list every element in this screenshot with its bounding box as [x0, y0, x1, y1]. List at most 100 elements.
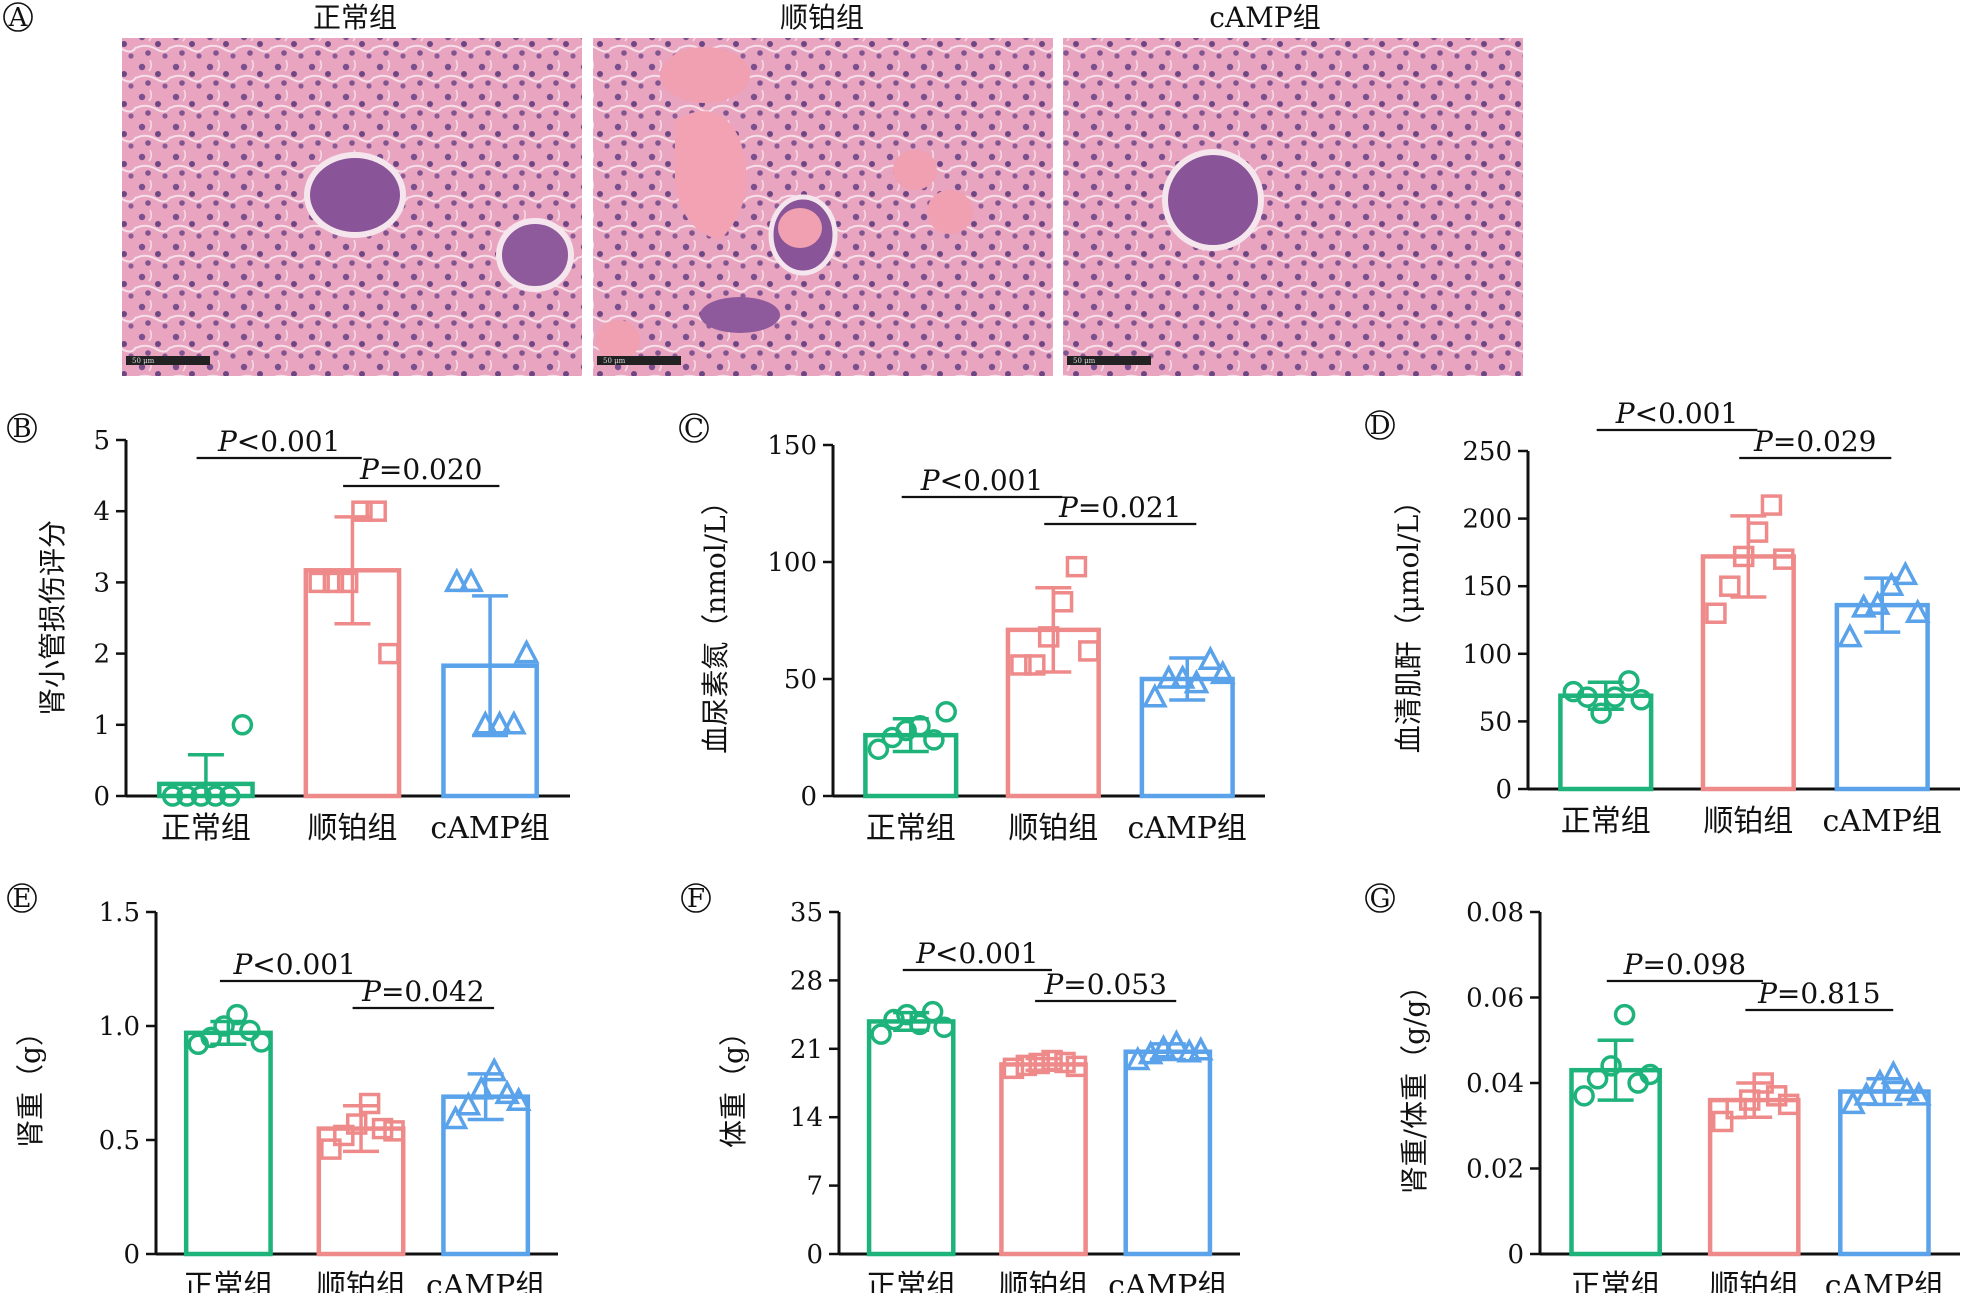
y-tick-label: 0.02: [1466, 1155, 1524, 1185]
y-tick-label: 7: [806, 1172, 823, 1202]
x-category-label-0: 正常组: [1571, 1269, 1661, 1293]
x-category-label-1: 顺铂组: [1703, 804, 1793, 839]
panel-letter-circle: [7, 883, 37, 913]
micrograph-title-cisplatin: 顺铂组: [780, 1, 864, 34]
data-point-1-5: [1773, 548, 1795, 570]
x-category-label-0: 正常组: [1561, 804, 1651, 839]
x-category-label-0: 正常组: [161, 811, 251, 846]
data-point-0-1: [883, 1008, 905, 1031]
data-point-1-4: [365, 500, 387, 522]
panel-letter-circle: [1365, 410, 1395, 440]
y-tick-label: 1.0: [99, 1012, 140, 1042]
data-point-0-5: [1639, 1063, 1661, 1086]
data-point-1-1: [1015, 1054, 1038, 1077]
data-point-0-3: [909, 1013, 931, 1036]
panel-d: D 0 50 100 150 200 250 血清肌酐（μmol/L） 正常组 顺铂组 cAMP组 P…: [1365, 397, 1960, 839]
x-category-label-1: 顺铂组: [1709, 1269, 1799, 1293]
data-point-1-3: [1051, 591, 1074, 613]
y-tick-label: 2: [93, 640, 110, 670]
data-point-2-5: [513, 638, 540, 664]
x-category-label-0: 正常组: [866, 811, 956, 846]
scale-bar-label: 50 μm: [603, 357, 626, 365]
data-point-2-1: [1155, 664, 1182, 689]
panel-a: A 正常组 顺铂组 cAMP组 50 μm 50 μm: [3, 1, 1523, 376]
y-tick-label: 0: [806, 1240, 823, 1270]
data-point-1-0: [308, 571, 330, 594]
data-point-1-2: [1732, 545, 1755, 568]
data-point-1-5: [1065, 1055, 1088, 1078]
data-point-1-2: [345, 1113, 368, 1135]
panel-letter-circle: [1365, 883, 1395, 913]
x-category-label-1: 顺铂组: [307, 811, 397, 846]
data-point-1-5: [378, 642, 400, 665]
y-tick-label: 250: [1462, 437, 1512, 467]
data-point-2-3: [481, 1056, 508, 1082]
data-point-1-3: [1752, 1072, 1774, 1094]
data-point-0-1: [1576, 686, 1599, 708]
bar-0: [866, 1019, 956, 1257]
panel-letter-circle: [679, 413, 709, 443]
data-point-2-1: [1853, 1081, 1880, 1106]
data-point-2-0: [1836, 622, 1863, 648]
bar-0: [183, 1030, 273, 1257]
data-point-1-4: [1065, 555, 1088, 578]
x-category-label-2: cAMP组: [430, 811, 549, 846]
p-value-label-0: P<0.001: [232, 948, 355, 981]
y-tick-label: 1: [93, 711, 110, 741]
data-point-0-0: [161, 785, 184, 807]
y-tick-label: 14: [790, 1103, 823, 1133]
y-tick-label: 0.06: [1466, 984, 1524, 1014]
x-category-label-2: cAMP组: [1128, 811, 1247, 846]
data-point-1-3: [358, 1092, 381, 1115]
data-point-1-0: [1711, 1110, 1734, 1133]
x-category-label-2: cAMP组: [1108, 1269, 1227, 1293]
data-point-1-4: [1054, 1051, 1076, 1074]
y-tick-label: 200: [1462, 505, 1512, 535]
data-point-0-1: [1586, 1067, 1609, 1090]
y-tick-label: 4: [93, 497, 110, 527]
y-tick-label: 0.5: [99, 1126, 140, 1156]
data-point-2-2: [468, 1075, 495, 1100]
p-value-label-1: P=0.815: [1757, 977, 1880, 1010]
data-point-2-5: [1904, 598, 1931, 623]
bar-1: [1707, 1097, 1801, 1257]
y-tick-label: 150: [767, 431, 817, 461]
x-category-label-2: cAMP组: [1825, 1269, 1944, 1293]
data-point-2-5: [1905, 1081, 1932, 1106]
data-point-1-0: [1010, 654, 1032, 676]
data-point-1-5: [383, 1120, 405, 1142]
scale-bar-label: 50 μm: [1073, 357, 1096, 365]
data-point-1-0: [1705, 602, 1727, 624]
data-point-0-3: [1604, 686, 1626, 708]
data-point-2-2: [472, 710, 499, 735]
data-point-2-2: [1169, 664, 1196, 689]
data-point-0-4: [239, 1019, 261, 1042]
y-tick-label: 3: [93, 568, 110, 598]
p-value-label-0: P<0.001: [920, 464, 1043, 497]
data-point-0-3: [909, 715, 931, 737]
data-point-2-4: [494, 1079, 521, 1105]
scale-bar-label: 50 μm: [132, 357, 155, 365]
data-point-0-2: [190, 785, 212, 807]
panel-letter: F: [687, 884, 705, 914]
y-axis-label: 肾重/体重（g/g）: [1398, 972, 1431, 1195]
data-point-2-5: [505, 1086, 532, 1111]
x-category-label-0: 正常组: [866, 1269, 956, 1293]
panel-letter: B: [12, 414, 31, 444]
x-category-label-2: cAMP组: [1823, 804, 1942, 839]
data-point-2-4: [1893, 1076, 1920, 1102]
data-point-0-4: [921, 1000, 944, 1023]
p-value-label-1: P=0.053: [1043, 968, 1166, 1001]
data-point-0-3: [1613, 1003, 1636, 1026]
data-point-1-1: [322, 571, 345, 594]
p-value-label-1: P=0.020: [359, 453, 482, 486]
p-value-label-1: P=0.029: [1753, 425, 1876, 458]
data-point-1-5: [1078, 640, 1100, 662]
data-point-0-1: [200, 1026, 222, 1049]
y-tick-label: 0: [1507, 1240, 1524, 1270]
x-category-label-1: 顺铂组: [316, 1269, 406, 1293]
data-point-2-1: [458, 567, 484, 593]
y-tick-label: 0: [123, 1240, 140, 1270]
y-tick-label: 0: [1495, 775, 1512, 805]
data-point-1-4: [371, 1117, 394, 1140]
